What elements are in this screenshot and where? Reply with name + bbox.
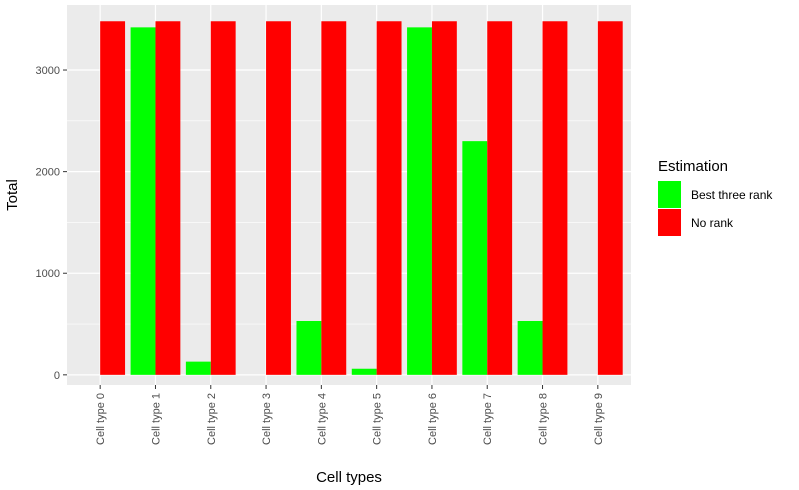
y-tick-label: 2000 bbox=[36, 167, 60, 179]
bar bbox=[517, 320, 543, 375]
x-tick-label: Cell type 2 bbox=[206, 393, 218, 445]
legend-title: Estimation bbox=[658, 158, 728, 175]
bar bbox=[100, 21, 126, 375]
y-tick-label: 0 bbox=[54, 370, 60, 382]
x-tick-label: Cell type 9 bbox=[593, 393, 605, 445]
bar bbox=[296, 320, 322, 375]
y-axis: 0 1000 2000 3000 bbox=[36, 65, 67, 382]
legend-label: Best three rank bbox=[691, 188, 773, 202]
bar bbox=[597, 21, 623, 375]
legend-swatch bbox=[658, 181, 681, 208]
bar bbox=[185, 361, 211, 375]
x-tick-label: Cell type 1 bbox=[150, 393, 162, 445]
x-tick-label: Cell type 5 bbox=[372, 393, 384, 445]
x-tick-label: Cell type 3 bbox=[261, 393, 273, 445]
bar bbox=[130, 27, 156, 375]
y-axis-title: Total bbox=[4, 179, 21, 211]
bar bbox=[351, 368, 377, 375]
bar bbox=[487, 21, 513, 375]
x-tick-label: Cell type 7 bbox=[482, 393, 494, 445]
x-tick-label: Cell type 0 bbox=[95, 393, 107, 445]
x-axis: Cell type 0 Cell type 1 Cell type 2 Cell ty… bbox=[95, 385, 605, 445]
bar bbox=[407, 27, 432, 375]
bar bbox=[321, 21, 347, 375]
bar bbox=[431, 21, 457, 375]
bars bbox=[100, 21, 623, 375]
bar bbox=[462, 141, 488, 375]
bar bbox=[266, 21, 291, 375]
bar bbox=[155, 21, 181, 375]
bar bbox=[210, 21, 236, 375]
legend: Estimation Best three rank No rank bbox=[658, 158, 773, 236]
x-tick-label: Cell type 8 bbox=[538, 393, 550, 445]
bar bbox=[542, 21, 568, 375]
y-tick-label: 1000 bbox=[36, 268, 60, 280]
x-axis-title: Cell types bbox=[316, 469, 382, 486]
y-tick-label: 3000 bbox=[36, 65, 60, 77]
x-tick-label: Cell type 6 bbox=[427, 393, 439, 445]
legend-label: No rank bbox=[691, 216, 734, 230]
legend-swatch bbox=[658, 209, 681, 236]
x-tick-label: Cell type 4 bbox=[316, 393, 328, 445]
bar bbox=[376, 21, 402, 375]
